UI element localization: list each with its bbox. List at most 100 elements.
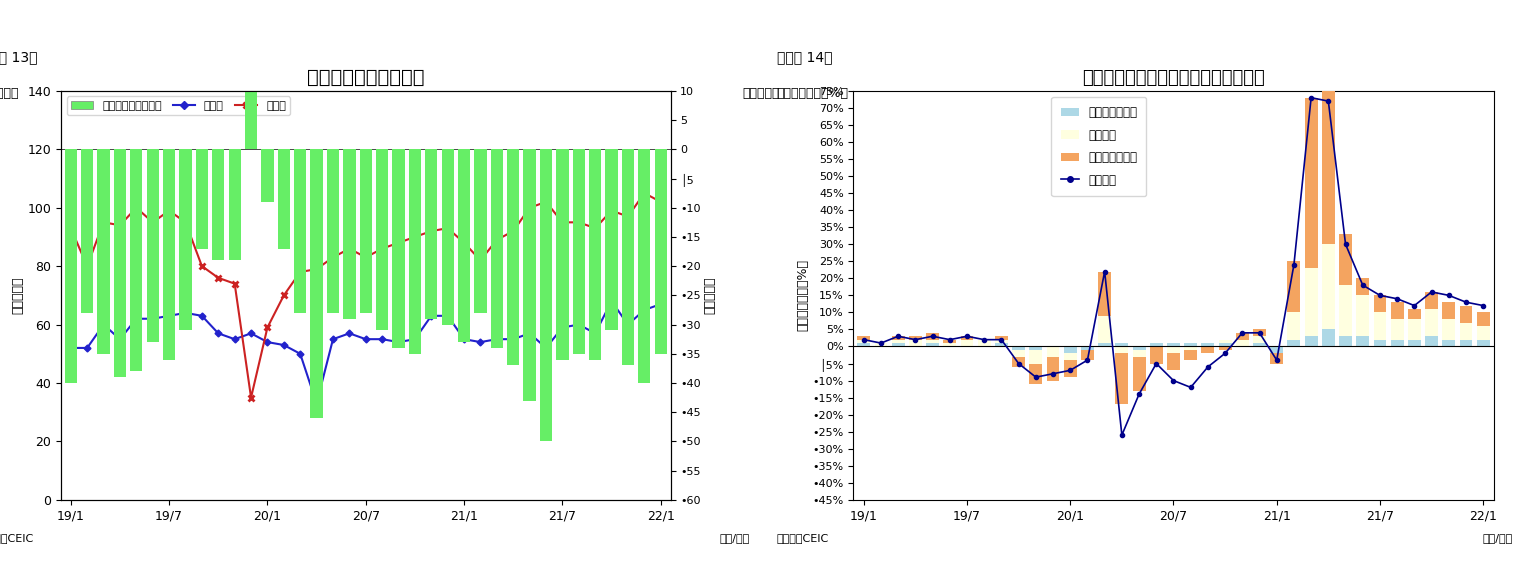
Bar	[442, 149, 454, 324]
Bar	[1373, 312, 1387, 340]
輸出合計	[1388, 295, 1407, 302]
Text: （億ドル）: （億ドル）	[742, 87, 780, 100]
輸出合計	[1096, 268, 1114, 275]
Bar	[1356, 295, 1369, 336]
Bar	[1236, 340, 1248, 346]
Bar	[130, 149, 142, 371]
Bar	[1442, 302, 1455, 319]
輸出合計	[1181, 384, 1199, 391]
輸出合計	[1337, 241, 1355, 248]
Bar	[425, 149, 437, 319]
Bar	[180, 149, 192, 331]
輸出合計	[1129, 391, 1148, 398]
Bar	[1288, 312, 1300, 340]
Bar	[1340, 285, 1352, 336]
Bar	[655, 149, 668, 354]
Bar	[1184, 346, 1198, 350]
Bar	[1305, 268, 1318, 336]
Bar	[1201, 346, 1215, 353]
Bar	[908, 340, 922, 346]
輸出合計	[992, 336, 1010, 343]
輸出合計	[975, 336, 994, 343]
Text: （図表 13）: （図表 13）	[0, 50, 37, 64]
輸出合計	[959, 333, 977, 340]
Bar	[1271, 353, 1283, 364]
Y-axis label: （前年同期比、%）: （前年同期比、%）	[797, 260, 809, 331]
Bar	[1425, 336, 1439, 346]
Bar	[892, 343, 905, 346]
Bar	[1184, 350, 1198, 360]
輸出合計	[1301, 94, 1320, 101]
Bar	[590, 149, 602, 360]
Bar	[1201, 343, 1215, 346]
Bar	[1099, 316, 1111, 343]
輸出合計	[1164, 377, 1183, 384]
Bar	[1425, 292, 1439, 309]
Bar	[1012, 350, 1026, 357]
Bar	[1219, 346, 1231, 350]
Bar	[1219, 343, 1231, 346]
Bar	[1012, 357, 1026, 367]
Bar	[1408, 319, 1420, 340]
Bar	[343, 149, 355, 319]
Bar	[1064, 360, 1076, 377]
Title: フィリピン　輸出の伸び率（品目別）: フィリピン 輸出の伸び率（品目別）	[1082, 69, 1265, 86]
Bar	[1340, 336, 1352, 346]
輸出合計	[1474, 302, 1492, 309]
輸出合計	[940, 336, 959, 343]
Bar	[1477, 340, 1489, 346]
Bar	[491, 149, 503, 348]
Bar	[1184, 343, 1198, 346]
Bar	[245, 21, 258, 149]
Bar	[261, 149, 274, 202]
輸出合計	[1199, 364, 1218, 370]
Text: （資料）CEIC: （資料）CEIC	[0, 533, 34, 543]
Y-axis label: （億ドル）: （億ドル）	[12, 277, 24, 314]
Bar	[1460, 306, 1472, 323]
Bar	[1340, 234, 1352, 285]
Bar	[960, 340, 974, 346]
Bar	[1081, 350, 1094, 360]
輸出合計	[1440, 292, 1458, 299]
輸出合計	[1079, 357, 1097, 364]
Text: （図表 14）: （図表 14）	[777, 50, 832, 64]
Bar	[1064, 346, 1076, 353]
Bar	[1253, 329, 1266, 336]
Y-axis label: （億ドル）: （億ドル）	[704, 277, 716, 314]
Bar	[1167, 343, 1180, 346]
Bar	[1149, 346, 1163, 364]
Bar	[1321, 244, 1335, 329]
Bar	[212, 149, 224, 260]
Text: （年/月）: （年/月）	[719, 533, 750, 543]
Bar	[163, 149, 175, 360]
輸出合計	[872, 340, 890, 346]
Bar	[892, 340, 905, 343]
輸出合計	[1405, 302, 1423, 309]
輸出合計	[1044, 370, 1062, 377]
輸出合計	[1061, 367, 1079, 374]
Bar	[1288, 340, 1300, 346]
Bar	[1116, 346, 1128, 353]
輸出合計	[1268, 357, 1286, 364]
Bar	[1288, 261, 1300, 312]
Bar	[539, 149, 552, 441]
Bar	[146, 149, 158, 342]
Text: （億ドル）: （億ドル）	[0, 87, 20, 100]
Bar	[1442, 340, 1455, 346]
Legend: 貳易収支（右目盛）, 輸出額, 輸入額: 貳易収支（右目盛）, 輸出額, 輸入額	[67, 97, 291, 115]
Bar	[639, 149, 651, 383]
Bar	[1149, 343, 1163, 346]
Bar	[927, 343, 939, 346]
Bar	[892, 336, 905, 340]
Bar	[1271, 346, 1283, 353]
Bar	[1356, 336, 1369, 346]
Title: フィリピンの貳易収支: フィリピンの貳易収支	[306, 68, 425, 86]
Text: （前年同期比、%）: （前年同期比、%）	[777, 87, 849, 100]
Bar	[1477, 326, 1489, 340]
輸出合計	[1027, 374, 1045, 381]
Bar	[1029, 346, 1042, 350]
輸出合計	[1370, 292, 1388, 299]
輸出合計	[1320, 98, 1338, 105]
Bar	[858, 336, 870, 340]
Bar	[1373, 340, 1387, 346]
